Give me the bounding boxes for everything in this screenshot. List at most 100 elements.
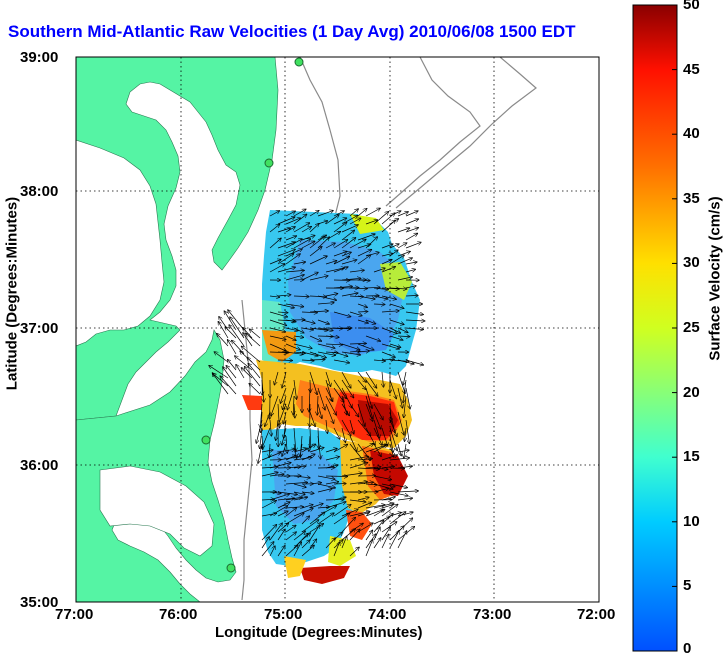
velocity-arrow [243,333,253,347]
velocity-arrow [333,444,348,453]
velocity-arrow [357,319,368,323]
velocity-arrow [301,505,313,509]
velocity-arrow [405,228,418,233]
velocity-arrow [373,468,388,469]
velocity-arrow [269,319,287,326]
velocity-arrow [278,403,287,425]
velocity-arrow [365,427,375,445]
velocity-arrow [397,411,404,435]
velocity-arrow [228,310,245,331]
velocity-arrow [269,494,289,501]
velocity-arrow [285,482,307,484]
velocity-arrow [405,269,415,272]
velocity-arrow [349,419,354,434]
velocity-arrow [282,443,287,456]
velocity-arrow [223,367,237,387]
velocity-arrow [309,351,326,358]
velocity-arrow [397,387,403,408]
velocity-arrow [373,538,381,549]
velocity-arrow [357,343,374,350]
velocity-arrow [262,379,264,402]
y-tick-label: 38:00 [20,183,59,200]
velocity-arrow [397,466,412,468]
velocity-arrow [389,335,403,340]
velocity-arrow [317,435,321,459]
velocity-arrow [341,230,354,241]
velocity-arrow [373,212,388,225]
velocity-arrow [293,343,312,348]
velocity-arrow [357,255,371,265]
velocity-arrow [265,411,271,426]
velocity-arrow [293,492,305,494]
velocity-arrow [285,218,300,225]
velocity-arrow [373,445,387,453]
velocity-arrow [293,395,294,415]
velocity-arrow [365,505,385,509]
velocity-arrow [325,476,348,477]
velocity-arrow [269,523,282,541]
velocity-arrow [365,484,377,485]
plot-frame [75,56,600,603]
map-title: Southern Mid-Atlantic Raw Velocities (1 … [8,22,576,41]
velocity-arrow [293,209,306,217]
velocity-arrow [381,244,393,249]
velocity-arrow [333,218,347,225]
velocity-arrow [389,250,398,257]
velocity-arrow [381,254,393,257]
velocity-arrow [260,427,263,449]
velocity-arrow [389,491,408,496]
velocity-arrow [293,531,305,541]
velocity-arrow [365,371,377,388]
velocity-arrow [357,379,366,389]
velocity-arrow [373,403,383,420]
velocity-arrow [277,295,291,296]
velocity-arrow [333,328,351,329]
velocity-arrow [277,249,295,257]
velocity-arrow [309,276,328,281]
velocity-arrow [373,475,391,480]
velocity-arrow [249,384,261,395]
velocity-arrow [341,278,361,280]
velocity-arrow [381,311,399,312]
velocity-arrow [349,547,359,557]
velocity-arrow [285,303,304,307]
velocity-arrow [277,498,295,500]
velocity-arrow [245,367,261,387]
velocity-arrow [389,419,397,436]
velocity-arrow [262,435,263,449]
velocity-arrow [301,444,316,453]
velocity-arrow [301,227,311,233]
colorbar-tick-label: 50 [683,0,700,13]
velocity-arrow [403,379,407,403]
velocity-arrow [260,403,262,428]
colorbar-tick-label: 30 [683,254,700,271]
velocity-arrow [373,288,388,290]
velocity-arrow [333,542,340,557]
velocity-arrow [381,427,388,446]
velocity-arrow [365,445,386,453]
velocity-arrow [333,513,350,525]
velocity-arrow [357,403,365,426]
colorbar-tick-label: 15 [683,448,700,465]
velocity-arrow [365,387,372,408]
velocity-arrow [365,403,373,421]
velocity-arrow [349,482,367,485]
velocity-arrow [381,288,399,289]
velocity-arrow [365,467,381,468]
colorbar-tick-label: 10 [683,513,700,530]
velocity-arrow [301,235,315,241]
velocity-arrow [293,239,311,249]
velocity-arrow [357,497,369,501]
velocity-arrow [381,351,395,357]
velocity-arrow [277,529,285,541]
x-axis-label: Longitude (Degrees:Minutes) [215,624,423,641]
velocity-arrow [293,352,305,353]
velocity-arrow [381,295,396,299]
y-tick-label: 39:00 [20,49,59,66]
velocity-arrow [301,312,317,313]
velocity-arrow [325,395,336,415]
colorbar-tick-label: 40 [683,125,700,142]
velocity-arrow [349,270,364,272]
velocity-arrow [389,327,401,333]
velocity-arrow [381,213,395,225]
